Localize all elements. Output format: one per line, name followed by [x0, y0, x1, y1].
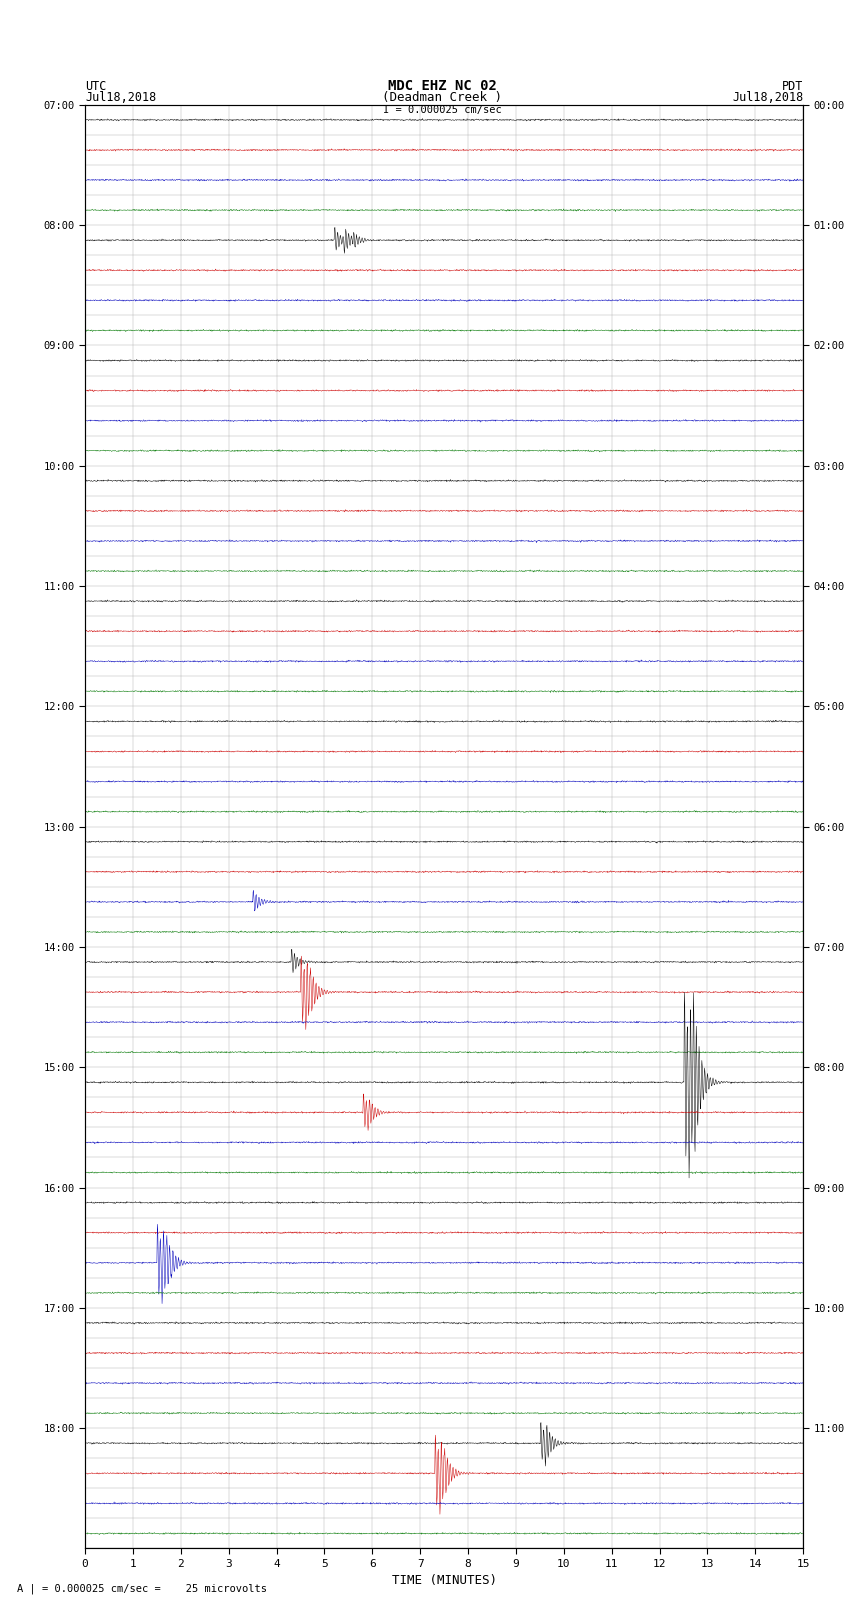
Text: MDC EHZ NC 02: MDC EHZ NC 02 — [388, 79, 496, 92]
Text: I = 0.000025 cm/sec: I = 0.000025 cm/sec — [382, 105, 501, 115]
Text: Jul18,2018: Jul18,2018 — [85, 90, 156, 105]
Text: A | = 0.000025 cm/sec =    25 microvolts: A | = 0.000025 cm/sec = 25 microvolts — [17, 1582, 267, 1594]
Text: Jul18,2018: Jul18,2018 — [732, 90, 803, 105]
Text: (Deadman Creek ): (Deadman Creek ) — [382, 90, 502, 105]
X-axis label: TIME (MINUTES): TIME (MINUTES) — [392, 1574, 496, 1587]
Text: UTC: UTC — [85, 79, 106, 92]
Text: PDT: PDT — [782, 79, 803, 92]
